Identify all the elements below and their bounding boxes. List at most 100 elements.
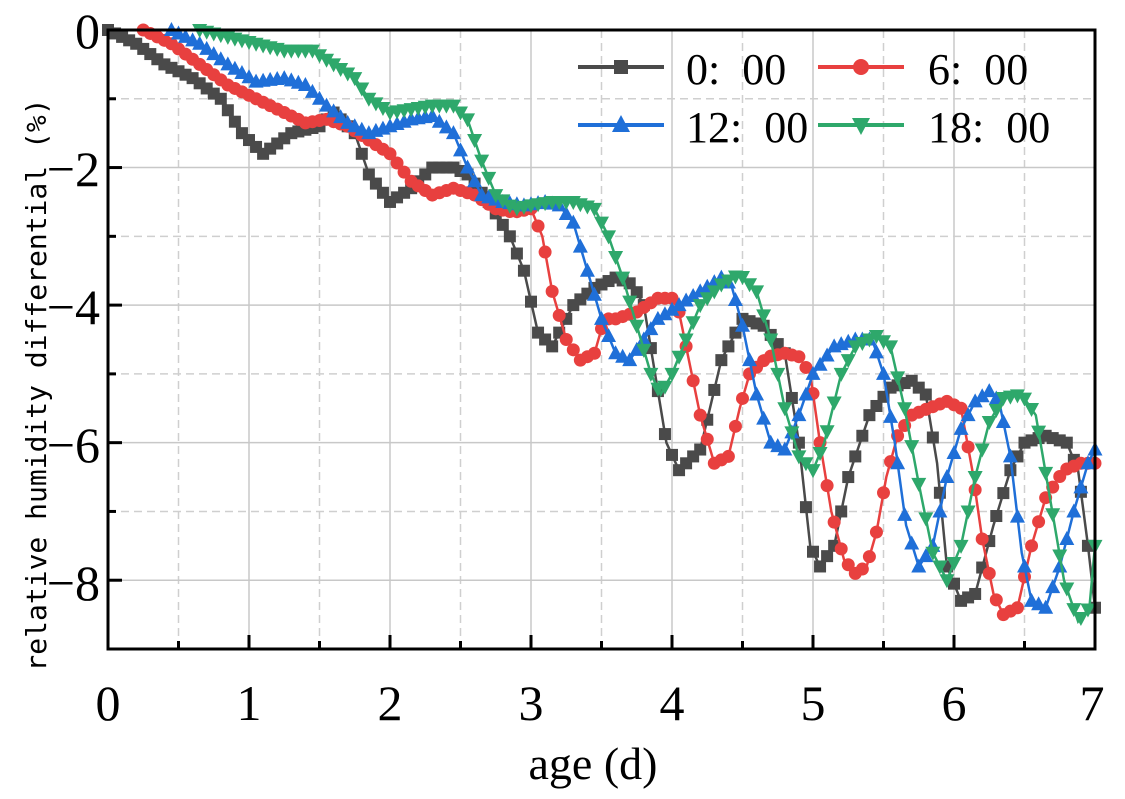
data-point — [953, 539, 969, 554]
data-point — [671, 297, 687, 312]
data-point — [123, 34, 136, 47]
data-point — [361, 92, 377, 107]
data-point — [383, 147, 397, 161]
data-point — [658, 428, 671, 441]
data-point — [988, 390, 1004, 405]
data-point — [657, 380, 673, 395]
data-point — [369, 177, 382, 190]
data-point — [834, 542, 848, 556]
data-point — [798, 386, 814, 401]
data-point — [312, 90, 327, 105]
data-point — [919, 388, 932, 401]
data-point — [431, 113, 447, 128]
data-point — [1002, 448, 1018, 463]
data-point — [1017, 558, 1032, 573]
data-point — [214, 92, 227, 105]
data-point — [784, 426, 800, 441]
data-point — [868, 344, 884, 359]
data-point — [997, 487, 1010, 500]
data-point — [545, 284, 559, 298]
data-point — [835, 505, 848, 518]
data-point — [792, 350, 806, 364]
data-point — [918, 512, 934, 527]
legend-marker-1 — [853, 59, 869, 75]
data-point — [1073, 612, 1089, 627]
data-point — [304, 44, 320, 59]
data-point — [827, 515, 841, 529]
data-point — [995, 414, 1011, 429]
data-point — [496, 218, 509, 231]
data-point — [771, 338, 784, 351]
data-point — [706, 285, 722, 300]
data-point — [990, 510, 1003, 523]
data-point — [594, 216, 609, 231]
data-point — [333, 62, 349, 77]
data-point — [721, 449, 735, 463]
data-point — [1066, 603, 1082, 618]
data-point — [326, 103, 342, 118]
data-point — [636, 331, 652, 346]
data-point — [297, 77, 313, 92]
data-point — [812, 356, 828, 371]
data-point — [975, 532, 989, 546]
legend-entry-3: 18: 00 — [818, 103, 1050, 152]
data-point — [974, 443, 990, 458]
data-point — [1038, 466, 1054, 481]
series-2 — [163, 22, 1103, 614]
data-point — [877, 486, 890, 500]
data-point — [671, 350, 687, 365]
data-point — [1059, 582, 1075, 597]
data-point — [897, 402, 913, 417]
data-point — [1031, 425, 1047, 440]
y-axis-title: relative humidity differential (%) — [20, 98, 53, 671]
data-point — [622, 295, 638, 310]
data-point — [1080, 603, 1096, 618]
y-tick-label-minus6: −6 — [47, 417, 100, 473]
data-point — [982, 566, 996, 580]
data-point — [842, 471, 855, 484]
data-point — [636, 343, 652, 358]
data-point — [1024, 402, 1040, 417]
data-point — [467, 134, 483, 149]
data-point — [460, 113, 476, 128]
data-point — [1080, 455, 1096, 470]
data-point — [1009, 508, 1025, 523]
data-point — [946, 444, 962, 459]
data-point — [805, 464, 821, 479]
data-point — [1032, 515, 1046, 529]
data-point — [333, 109, 349, 124]
data-point — [362, 168, 375, 181]
data-point — [158, 58, 171, 71]
data-point — [615, 271, 631, 286]
data-point — [814, 560, 827, 573]
data-point — [904, 535, 920, 550]
data-point — [862, 550, 876, 564]
y-tick-label-minus8: −8 — [47, 555, 100, 611]
data-point — [685, 316, 701, 331]
data-point — [622, 352, 638, 367]
data-point — [397, 165, 411, 179]
data-point — [799, 360, 813, 374]
data-point — [250, 140, 263, 153]
data-point — [1066, 503, 1082, 518]
data-point — [876, 365, 891, 380]
data-point — [438, 119, 454, 134]
data-point — [424, 107, 440, 122]
data-point — [376, 186, 389, 199]
data-point — [312, 49, 327, 64]
data-point — [510, 247, 523, 260]
x-tick-label-5: 5 — [801, 675, 826, 731]
data-point — [572, 238, 588, 253]
data-point — [199, 40, 215, 55]
data-point — [749, 285, 765, 300]
x-tick-label-0: 0 — [96, 675, 121, 731]
data-point — [1025, 539, 1039, 553]
data-point — [565, 214, 581, 229]
data-point — [664, 301, 680, 316]
data-point — [981, 383, 997, 398]
data-point — [883, 408, 899, 423]
data-point — [1045, 579, 1061, 594]
data-point — [961, 440, 975, 454]
data-point — [799, 501, 812, 514]
data-point — [820, 479, 834, 493]
